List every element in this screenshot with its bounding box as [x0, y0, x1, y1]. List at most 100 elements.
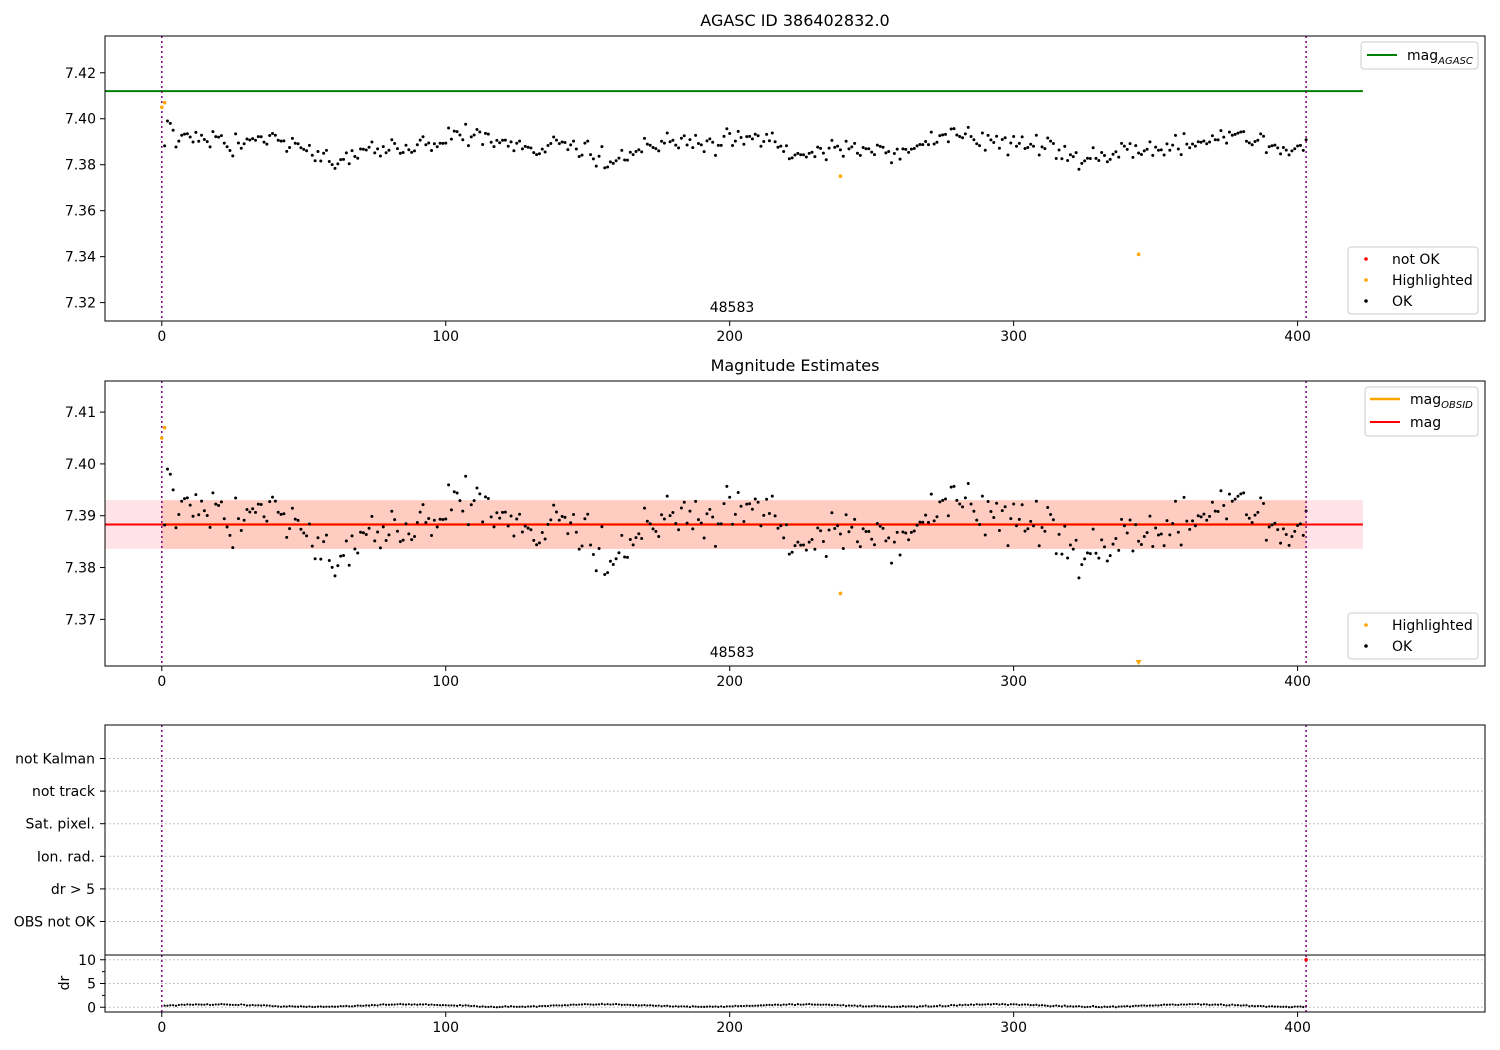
legend-ok-label: OK	[1392, 294, 1413, 310]
dr-point	[1287, 1006, 1291, 1009]
ok-point	[395, 147, 399, 151]
ok-point	[1171, 521, 1175, 525]
ok-point	[327, 160, 331, 164]
ok-point	[580, 153, 584, 157]
dr-point	[1222, 1003, 1225, 1007]
ok-point	[924, 513, 928, 517]
dr-point	[189, 1003, 192, 1006]
ok-point	[603, 573, 607, 577]
ok-point	[554, 510, 558, 514]
dr-point	[717, 1005, 720, 1008]
dr-point	[930, 1005, 933, 1008]
dr-point	[1188, 1003, 1191, 1006]
ok-point	[455, 130, 459, 134]
ok-point	[742, 142, 746, 146]
dr-point	[1299, 1005, 1302, 1008]
flag-label: not track	[32, 784, 96, 800]
ok-point	[401, 151, 405, 155]
ok-point	[1077, 167, 1081, 171]
ok-point	[168, 472, 172, 476]
dr-point	[629, 1003, 632, 1007]
dr-point	[555, 1004, 558, 1007]
dr-point	[566, 1004, 569, 1007]
ok-point	[654, 147, 658, 151]
panel-mag-xticks: 0 100 200 300 400	[157, 666, 1311, 690]
ok-point	[1156, 148, 1160, 152]
ok-point	[367, 145, 371, 149]
ok-point	[1159, 148, 1163, 152]
ok-point	[486, 496, 490, 500]
highlighted-point	[838, 174, 843, 179]
ok-point	[901, 530, 905, 534]
dr-point	[705, 1005, 709, 1008]
dr-point	[529, 1005, 533, 1008]
dr-point	[203, 1003, 206, 1006]
dr-point	[1211, 1003, 1214, 1006]
ok-point	[248, 138, 252, 142]
dr-point	[958, 1003, 961, 1006]
ok-point	[662, 517, 666, 521]
legend-mag-obsid-label: mag	[1410, 392, 1441, 408]
dr-point	[725, 1005, 728, 1008]
ok-point	[813, 547, 817, 551]
dr-point	[816, 1003, 819, 1006]
dr-point	[291, 1005, 294, 1008]
ok-point	[617, 551, 621, 555]
dr-point	[1126, 1004, 1129, 1008]
ok-point	[455, 491, 459, 495]
ok-point	[745, 502, 749, 506]
ok-point	[759, 524, 763, 528]
ok-point	[955, 498, 959, 502]
ok-point	[1117, 548, 1121, 552]
dr-point	[941, 1005, 944, 1008]
dr-point	[296, 1005, 300, 1008]
ok-point	[1085, 551, 1089, 555]
dr-point	[1109, 1005, 1112, 1008]
dr-point	[1242, 1004, 1245, 1007]
ok-point	[523, 524, 527, 528]
ok-point	[640, 150, 644, 154]
dr-point	[819, 1003, 822, 1006]
ok-point	[449, 508, 453, 512]
ok-point	[918, 143, 922, 147]
ok-point	[827, 146, 831, 150]
ok-point	[503, 138, 507, 142]
ok-point	[1142, 149, 1146, 153]
ok-point	[398, 151, 402, 155]
xtick-label: 0	[157, 674, 166, 690]
ok-point	[748, 502, 752, 506]
ok-point	[600, 525, 604, 529]
dr-point	[220, 1002, 223, 1006]
ok-point	[577, 547, 581, 551]
ok-point	[1103, 545, 1107, 549]
panel-dr-points	[163, 1002, 1308, 1009]
ok-point	[836, 524, 840, 528]
ok-point	[833, 526, 837, 530]
ok-point	[183, 132, 187, 136]
dr-point	[615, 1002, 618, 1006]
ok-point	[1105, 559, 1109, 563]
ok-point	[353, 154, 357, 158]
ok-point	[407, 532, 411, 536]
highlighted-point	[162, 100, 167, 105]
ok-point	[1250, 520, 1254, 524]
ok-point	[259, 135, 263, 139]
ok-point	[637, 532, 641, 536]
ok-point	[799, 543, 803, 547]
ok-point	[1125, 147, 1129, 151]
dr-point	[254, 1004, 257, 1007]
dr-point	[884, 1005, 887, 1008]
ok-point	[367, 526, 371, 530]
dr-point	[345, 1004, 348, 1007]
ok-point	[1120, 517, 1124, 521]
dr-point	[1103, 1005, 1106, 1008]
dr-point	[967, 1003, 970, 1007]
ok-point	[330, 163, 334, 167]
ok-point	[574, 147, 578, 151]
ok-point	[557, 142, 561, 146]
ok-point	[918, 520, 922, 524]
ok-point	[253, 510, 257, 514]
ok-point	[393, 141, 397, 145]
dr-point	[680, 1005, 683, 1008]
dr-point	[1086, 1005, 1089, 1009]
